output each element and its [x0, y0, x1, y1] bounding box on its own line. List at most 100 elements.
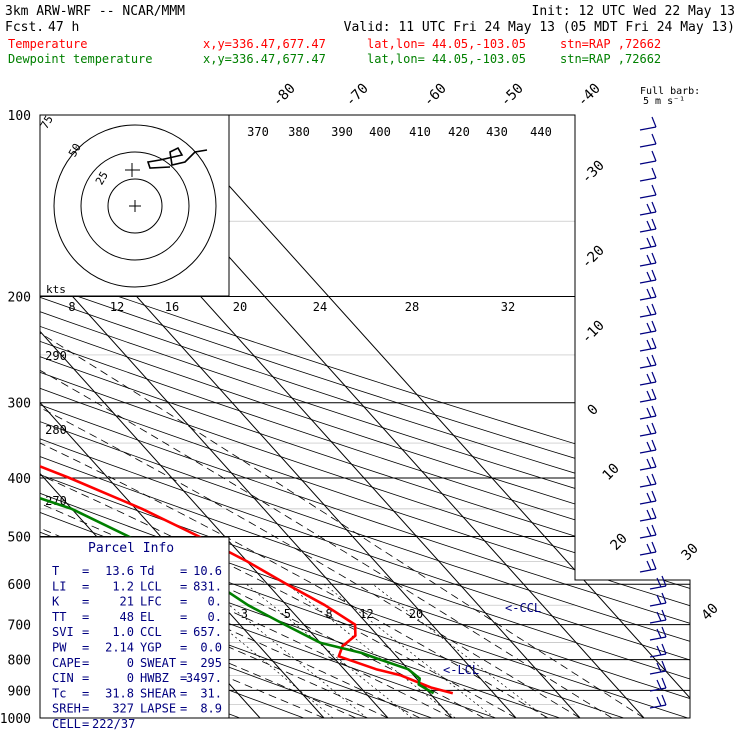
parcel-separator: =	[82, 686, 89, 700]
parcel-label: LI	[52, 579, 66, 593]
wind-barb	[639, 364, 657, 369]
dry-adiabat-line	[40, 115, 368, 718]
wind-barb-flag	[656, 577, 662, 588]
parcel-separator: =	[180, 564, 187, 578]
wind-barb-flag	[646, 322, 652, 333]
parcel-separator: =	[82, 656, 89, 670]
mixing-ratio-label: 8	[325, 607, 332, 621]
parcel-separator: =	[180, 686, 187, 700]
wind-barb	[639, 551, 657, 556]
parcel-label: PW	[52, 641, 67, 655]
pressure-tick-label: 900	[8, 684, 31, 699]
parcel-separator: =	[82, 671, 89, 685]
isotherm-label: -70	[343, 81, 372, 110]
parcel-separator: =	[180, 625, 187, 639]
speed-axis-label: 20	[233, 300, 247, 314]
parcel-separator: =	[180, 671, 187, 685]
isotherm-label: 30	[679, 541, 702, 564]
parcel-label: LCL	[140, 579, 162, 593]
mixing-ratio-label: 5	[284, 607, 291, 621]
parcel-label: CAPE	[52, 656, 81, 670]
parcel-label: Td	[140, 564, 154, 578]
legend-temperature-stn: stn=RAP ,72662	[560, 37, 661, 51]
wind-barb-flag	[646, 254, 652, 265]
parcel-value: 831.	[193, 579, 222, 593]
wind-barb-flag	[651, 541, 657, 553]
parcel-label: SHEAR	[140, 686, 177, 700]
isotherm-label: -20	[579, 243, 608, 272]
dry-adiabat-line	[40, 115, 690, 718]
wind-barb-flag	[651, 439, 657, 451]
wind-barb-flag	[661, 660, 667, 672]
mixing-ratio-label: 20	[409, 607, 423, 621]
theta-label: 390	[331, 125, 353, 139]
dry-adiabat-line	[40, 115, 690, 718]
isotherm-label: -50	[498, 81, 527, 110]
pressure-tick-label: 100	[8, 109, 31, 124]
legend-dewpoint-xy: x,y=336.47,677.47	[203, 52, 326, 66]
wind-barb-flag	[651, 320, 657, 332]
isotherm-label: -60	[421, 81, 450, 110]
wind-barb-flag	[651, 507, 657, 519]
wind-barb-flag	[661, 643, 667, 655]
isotherm-line	[164, 115, 690, 718]
wind-barb	[649, 704, 667, 709]
parcel-separator: =	[82, 610, 89, 624]
parcel-label: CELL	[52, 717, 81, 731]
moist-adiabat-line	[40, 296, 453, 718]
parcel-separator: =	[180, 656, 187, 670]
pressure-tick-label: 600	[8, 578, 31, 593]
speed-axis-label: 8	[68, 300, 75, 314]
parcel-value: 295	[200, 656, 222, 670]
wind-barb-flag	[646, 373, 652, 384]
parcel-value: 0.	[208, 595, 222, 609]
parcel-value: 48	[120, 610, 134, 624]
parcel-value: 222/37	[92, 717, 135, 731]
isotherm-label: -40	[575, 81, 604, 110]
wind-barb-flag	[646, 509, 652, 520]
wind-barb-flag	[656, 611, 662, 622]
pressure-tick-label: 200	[8, 291, 31, 306]
hodograph-trace	[146, 146, 208, 169]
parcel-value: 10.6	[193, 564, 222, 578]
parcel-label: CCL	[140, 625, 162, 639]
parcel-label: YGP	[140, 641, 162, 655]
wind-barb	[639, 194, 657, 199]
dry-adiabat-line	[40, 115, 432, 718]
wind-barb-flag	[661, 694, 667, 706]
wind-barb-flag	[646, 356, 652, 367]
wind-barb-flag	[651, 490, 657, 502]
parcel-label: Tc	[52, 686, 66, 700]
isotherm-label: 40	[699, 601, 722, 624]
hodograph-ring-label: 75	[38, 113, 56, 131]
wind-barb-flag	[661, 677, 667, 689]
wind-barb-flag	[651, 524, 657, 536]
wind-barb	[639, 228, 657, 233]
wind-barb	[639, 449, 657, 454]
wind-barb	[639, 381, 657, 386]
parcel-label: SWEAT	[140, 656, 176, 670]
dry-adiabat-line	[40, 115, 690, 718]
wind-barb-flag	[656, 662, 662, 673]
wind-barb-flag	[651, 235, 657, 247]
parcel-separator: =	[180, 579, 187, 593]
speed-axis-label: 24	[313, 300, 327, 314]
wind-barb-flag	[651, 269, 657, 281]
theta-label: 440	[530, 125, 552, 139]
parcel-separator: =	[82, 564, 89, 578]
theta-label: 400	[369, 125, 391, 139]
wind-barb-flag	[656, 594, 662, 605]
parcel-label: LFC	[140, 595, 162, 609]
theta-label: 430	[486, 125, 508, 139]
legend-dewpoint-stn: stn=RAP ,72662	[560, 52, 661, 66]
wind-barb-flag	[646, 424, 652, 435]
theta-label: 410	[409, 125, 431, 139]
parcel-label: T	[52, 564, 59, 578]
parcel-label: SREH	[52, 702, 81, 716]
legend-temperature-xy: x,y=336.47,677.47	[203, 37, 326, 51]
wind-barb-flag	[646, 288, 652, 299]
parcel-separator: =	[180, 641, 187, 655]
wind-barb	[639, 262, 657, 267]
mixing-ratio-line	[246, 583, 413, 718]
